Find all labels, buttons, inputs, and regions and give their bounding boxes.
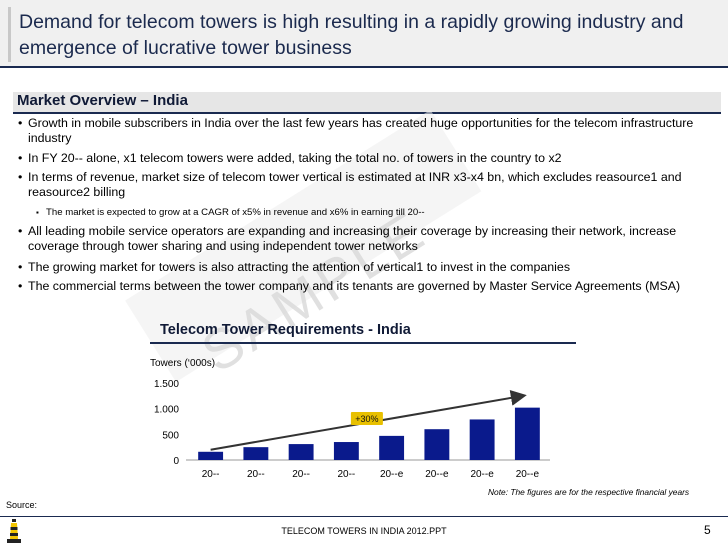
- growth-badge: [350, 412, 383, 425]
- lighthouse-logo-icon: [7, 519, 21, 543]
- x-tick-label: 20--: [337, 469, 355, 480]
- y-axis-label: Towers (‘000s): [150, 358, 215, 369]
- bullet-item: The commercial terms between the tower c…: [18, 279, 718, 294]
- page-title: Demand for telecom towers is high result…: [19, 11, 684, 59]
- y-tick-label: 1.500: [154, 379, 179, 390]
- bar: [198, 451, 224, 460]
- bar-chart: Towers (‘000s) 0 500 1.000 1.500 20-- 20-- 20-…: [150, 358, 550, 480]
- x-tick-label: 20--: [202, 469, 220, 480]
- x-tick-label: 20--e: [380, 469, 404, 480]
- title-box: Demand for telecom towers is high result…: [0, 0, 728, 68]
- chart-title-rule: [150, 342, 576, 344]
- bar: [469, 419, 495, 460]
- bar: [288, 444, 314, 460]
- x-tick-label: 20--: [292, 469, 310, 480]
- footer-rule: [0, 516, 728, 517]
- bar: [379, 435, 405, 460]
- bar: [333, 442, 359, 460]
- source-label: Source:: [6, 500, 38, 510]
- bullet-item: The growing market for towers is also at…: [18, 260, 718, 275]
- footnote: Note: The figures are for the respective…: [488, 487, 690, 497]
- y-tick-label: 0: [173, 456, 179, 467]
- bar: [514, 407, 540, 460]
- bar: [424, 429, 450, 460]
- x-tick-label: 20--e: [470, 469, 494, 480]
- page-number: 5: [704, 523, 711, 537]
- bullet-item: In FY 20-- alone, x1 telecom towers were…: [18, 151, 718, 166]
- bar: [243, 447, 269, 460]
- section-header: Market Overview – India: [13, 92, 721, 114]
- growth-badge-label: +30%: [355, 414, 378, 424]
- chart-title: Telecom Tower Requirements - India: [160, 322, 411, 338]
- bullet-item: In terms of revenue, market size of tele…: [18, 170, 718, 199]
- bullet-item: All leading mobile service operators are…: [18, 224, 718, 253]
- section-title: Market Overview – India: [17, 92, 188, 109]
- title-accent-bar: [8, 7, 11, 62]
- x-tick-label: 20--: [247, 469, 265, 480]
- footer-doc-title: TELECOM TOWERS IN INDIA 2012.PPT: [281, 526, 447, 536]
- sub-bullet-item: The market is expected to grow at a CAGR…: [36, 206, 425, 221]
- x-tick-label: 20--e: [516, 469, 540, 480]
- y-tick-label: 500: [162, 430, 179, 441]
- y-tick-label: 1.000: [154, 405, 179, 416]
- bullet-item: Growth in mobile subscribers in India ov…: [18, 116, 718, 145]
- x-tick-label: 20--e: [425, 469, 449, 480]
